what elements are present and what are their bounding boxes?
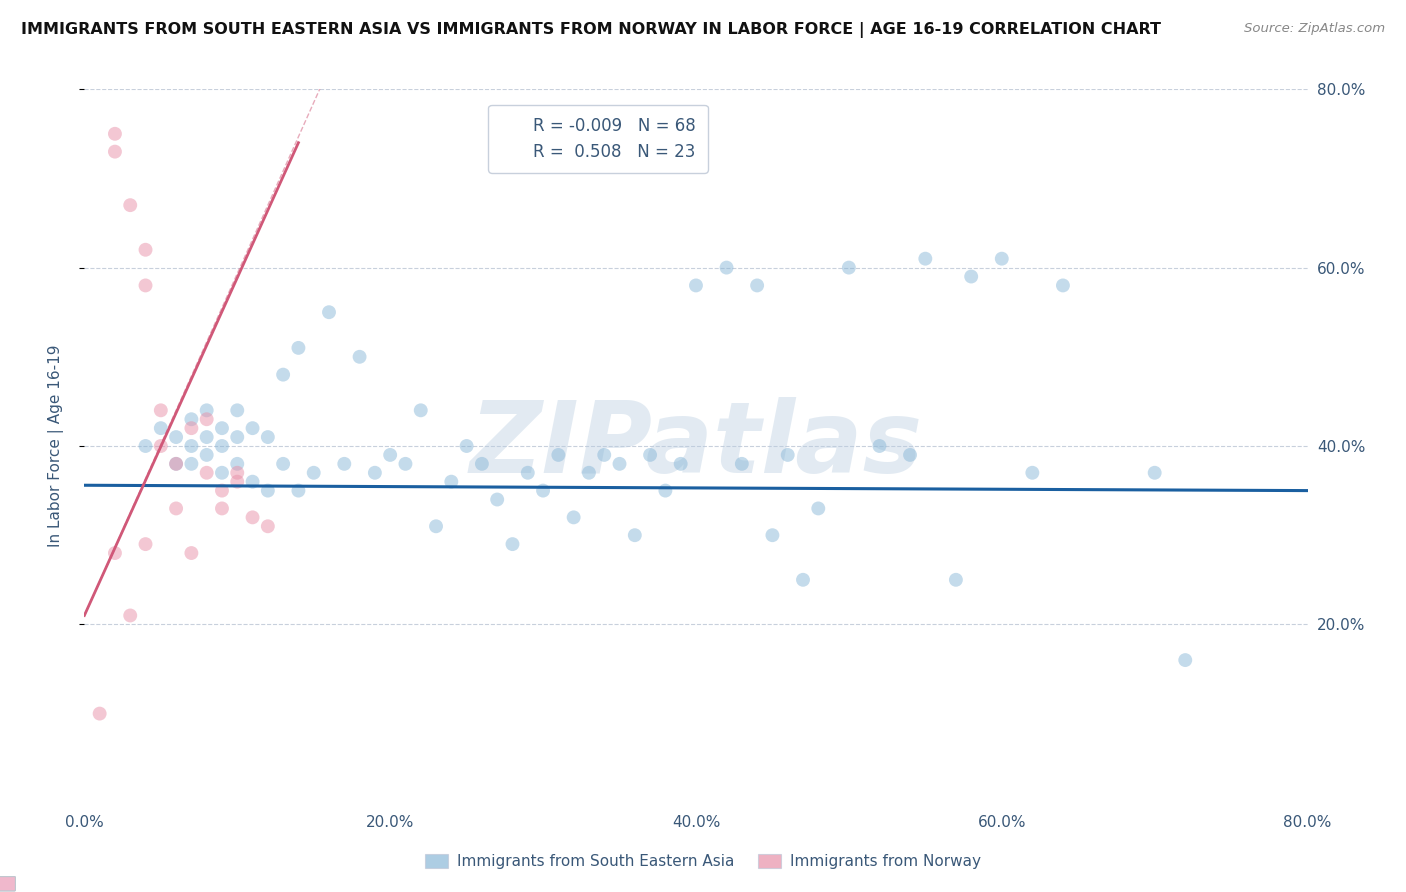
Point bbox=[242, 510, 264, 524]
Point bbox=[135, 278, 157, 293]
Text: Source: ZipAtlas.com: Source: ZipAtlas.com bbox=[1244, 22, 1385, 36]
Point bbox=[211, 483, 233, 498]
Point bbox=[547, 448, 569, 462]
Point bbox=[195, 466, 218, 480]
Point bbox=[180, 457, 202, 471]
Point bbox=[302, 466, 325, 480]
Point bbox=[226, 457, 249, 471]
Point bbox=[257, 430, 280, 444]
Point bbox=[1021, 466, 1043, 480]
Point bbox=[807, 501, 830, 516]
Point bbox=[578, 466, 600, 480]
Point bbox=[149, 421, 172, 435]
Point bbox=[945, 573, 967, 587]
Point bbox=[135, 243, 157, 257]
Point bbox=[456, 439, 478, 453]
Point bbox=[226, 430, 249, 444]
Point bbox=[257, 483, 280, 498]
Point bbox=[1143, 466, 1166, 480]
Point bbox=[287, 483, 309, 498]
Point bbox=[624, 528, 647, 542]
Point bbox=[638, 448, 661, 462]
Point bbox=[654, 483, 676, 498]
Point bbox=[165, 430, 187, 444]
Point bbox=[287, 341, 309, 355]
Point bbox=[271, 368, 294, 382]
Point bbox=[333, 457, 356, 471]
Point bbox=[195, 448, 218, 462]
Point bbox=[609, 457, 631, 471]
Point bbox=[135, 439, 157, 453]
Point bbox=[486, 492, 509, 507]
Point bbox=[364, 466, 387, 480]
Point bbox=[440, 475, 463, 489]
Point bbox=[516, 466, 538, 480]
Point bbox=[180, 439, 202, 453]
Point bbox=[271, 457, 294, 471]
Point bbox=[731, 457, 754, 471]
Point bbox=[685, 278, 707, 293]
Point bbox=[104, 546, 127, 560]
Point bbox=[792, 573, 814, 587]
Point bbox=[593, 448, 616, 462]
Point bbox=[349, 350, 371, 364]
Point bbox=[165, 501, 187, 516]
Point bbox=[211, 439, 233, 453]
Point bbox=[180, 412, 202, 426]
Point bbox=[898, 448, 921, 462]
Point bbox=[104, 127, 127, 141]
Point bbox=[104, 145, 127, 159]
Point bbox=[242, 421, 264, 435]
Point bbox=[211, 466, 233, 480]
Point bbox=[149, 439, 172, 453]
Y-axis label: In Labor Force | Age 16-19: In Labor Force | Age 16-19 bbox=[48, 344, 63, 548]
Point bbox=[195, 403, 218, 417]
Legend: Immigrants from South Eastern Asia, Immigrants from Norway: Immigrants from South Eastern Asia, Immi… bbox=[419, 848, 987, 875]
Point bbox=[120, 608, 142, 623]
Point bbox=[669, 457, 692, 471]
Text: ZIPatlas: ZIPatlas bbox=[470, 398, 922, 494]
Point bbox=[135, 537, 157, 551]
Point bbox=[318, 305, 340, 319]
Point bbox=[761, 528, 783, 542]
Point bbox=[502, 537, 524, 551]
Point bbox=[226, 475, 249, 489]
Point bbox=[1174, 653, 1197, 667]
Point bbox=[242, 475, 264, 489]
Point bbox=[226, 403, 249, 417]
Point bbox=[914, 252, 936, 266]
Point bbox=[211, 421, 233, 435]
Point bbox=[562, 510, 585, 524]
Point bbox=[869, 439, 891, 453]
Text: IMMIGRANTS FROM SOUTH EASTERN ASIA VS IMMIGRANTS FROM NORWAY IN LABOR FORCE | AG: IMMIGRANTS FROM SOUTH EASTERN ASIA VS IM… bbox=[21, 22, 1161, 38]
Point bbox=[195, 430, 218, 444]
Point bbox=[211, 501, 233, 516]
Point bbox=[165, 457, 187, 471]
Point bbox=[716, 260, 738, 275]
Point bbox=[120, 198, 142, 212]
Point bbox=[149, 403, 172, 417]
Point bbox=[195, 412, 218, 426]
Point bbox=[747, 278, 769, 293]
Point bbox=[471, 457, 494, 471]
Point bbox=[226, 466, 249, 480]
Point bbox=[991, 252, 1014, 266]
Point bbox=[776, 448, 799, 462]
Point bbox=[425, 519, 447, 533]
Point bbox=[531, 483, 554, 498]
Point bbox=[257, 519, 280, 533]
Legend: R = -0.009   N = 68, R =  0.508   N = 23: R = -0.009 N = 68, R = 0.508 N = 23 bbox=[488, 104, 707, 173]
Point bbox=[165, 457, 187, 471]
Point bbox=[180, 421, 202, 435]
Point bbox=[409, 403, 432, 417]
Point bbox=[180, 546, 202, 560]
Point bbox=[1052, 278, 1074, 293]
Point bbox=[838, 260, 860, 275]
Point bbox=[960, 269, 983, 284]
Point bbox=[380, 448, 402, 462]
Point bbox=[89, 706, 111, 721]
Point bbox=[394, 457, 416, 471]
